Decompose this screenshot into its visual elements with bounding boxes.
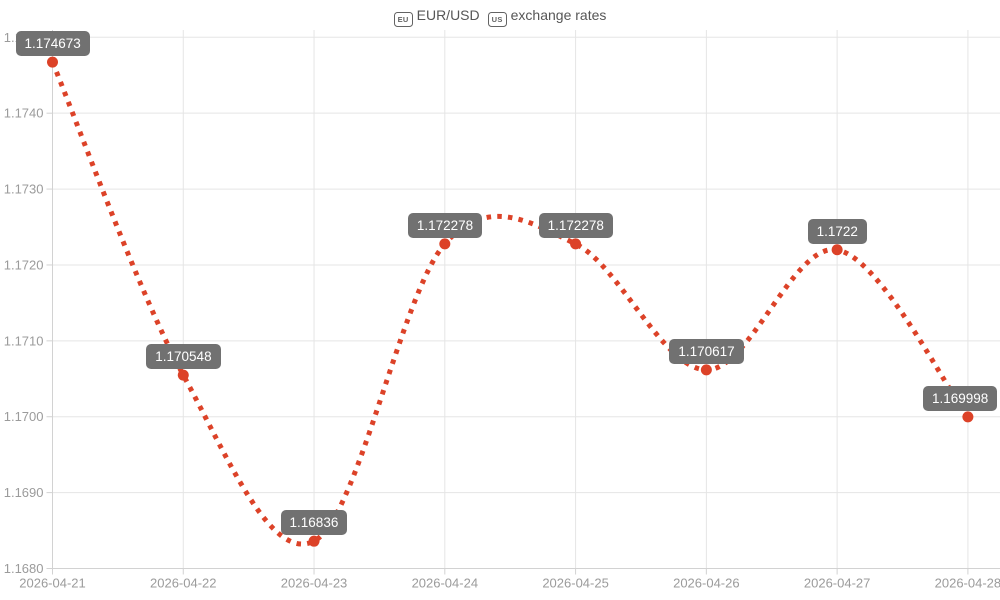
title-suffix-text: exchange rates bbox=[510, 7, 607, 23]
chart-title: EU EUR/USD US exchange rates bbox=[0, 7, 1000, 27]
x-tick-label: 2026-04-22 bbox=[150, 576, 217, 591]
y-tick-label: 1.1700 bbox=[4, 409, 44, 424]
data-point-marker bbox=[439, 238, 451, 250]
x-tick-label: 2026-04-24 bbox=[412, 576, 479, 591]
x-tick-label: 2026-04-26 bbox=[673, 576, 740, 591]
data-point-marker bbox=[962, 411, 974, 423]
y-tick-label: 1.1730 bbox=[4, 182, 44, 197]
y-tick-label: 1.1750 bbox=[4, 30, 44, 45]
us-flag-icon: US bbox=[487, 12, 507, 27]
y-tick-label: 1.1720 bbox=[4, 257, 44, 272]
data-point-marker bbox=[700, 364, 712, 376]
y-tick-label: 1.1740 bbox=[4, 106, 44, 121]
title-pair-text: EUR/USD bbox=[416, 7, 480, 23]
data-point-marker bbox=[831, 244, 843, 256]
x-tick-label: 2026-04-27 bbox=[804, 576, 871, 591]
eu-flag-icon: EU bbox=[393, 12, 413, 27]
data-point-marker bbox=[308, 535, 320, 547]
data-point-marker bbox=[47, 56, 58, 68]
x-tick-label: 2026-04-28 bbox=[935, 576, 1000, 591]
data-point-marker bbox=[570, 238, 582, 250]
y-tick-label: 1.1710 bbox=[4, 333, 44, 348]
x-tick-label: 2026-04-23 bbox=[281, 576, 348, 591]
y-tick-label: 1.1680 bbox=[4, 561, 44, 576]
x-tick-label: 2026-04-21 bbox=[19, 576, 86, 591]
series-line bbox=[50, 61, 970, 547]
y-tick-label: 1.1690 bbox=[4, 485, 44, 500]
data-point-marker bbox=[177, 369, 189, 381]
x-tick-label: 2026-04-25 bbox=[542, 576, 609, 591]
